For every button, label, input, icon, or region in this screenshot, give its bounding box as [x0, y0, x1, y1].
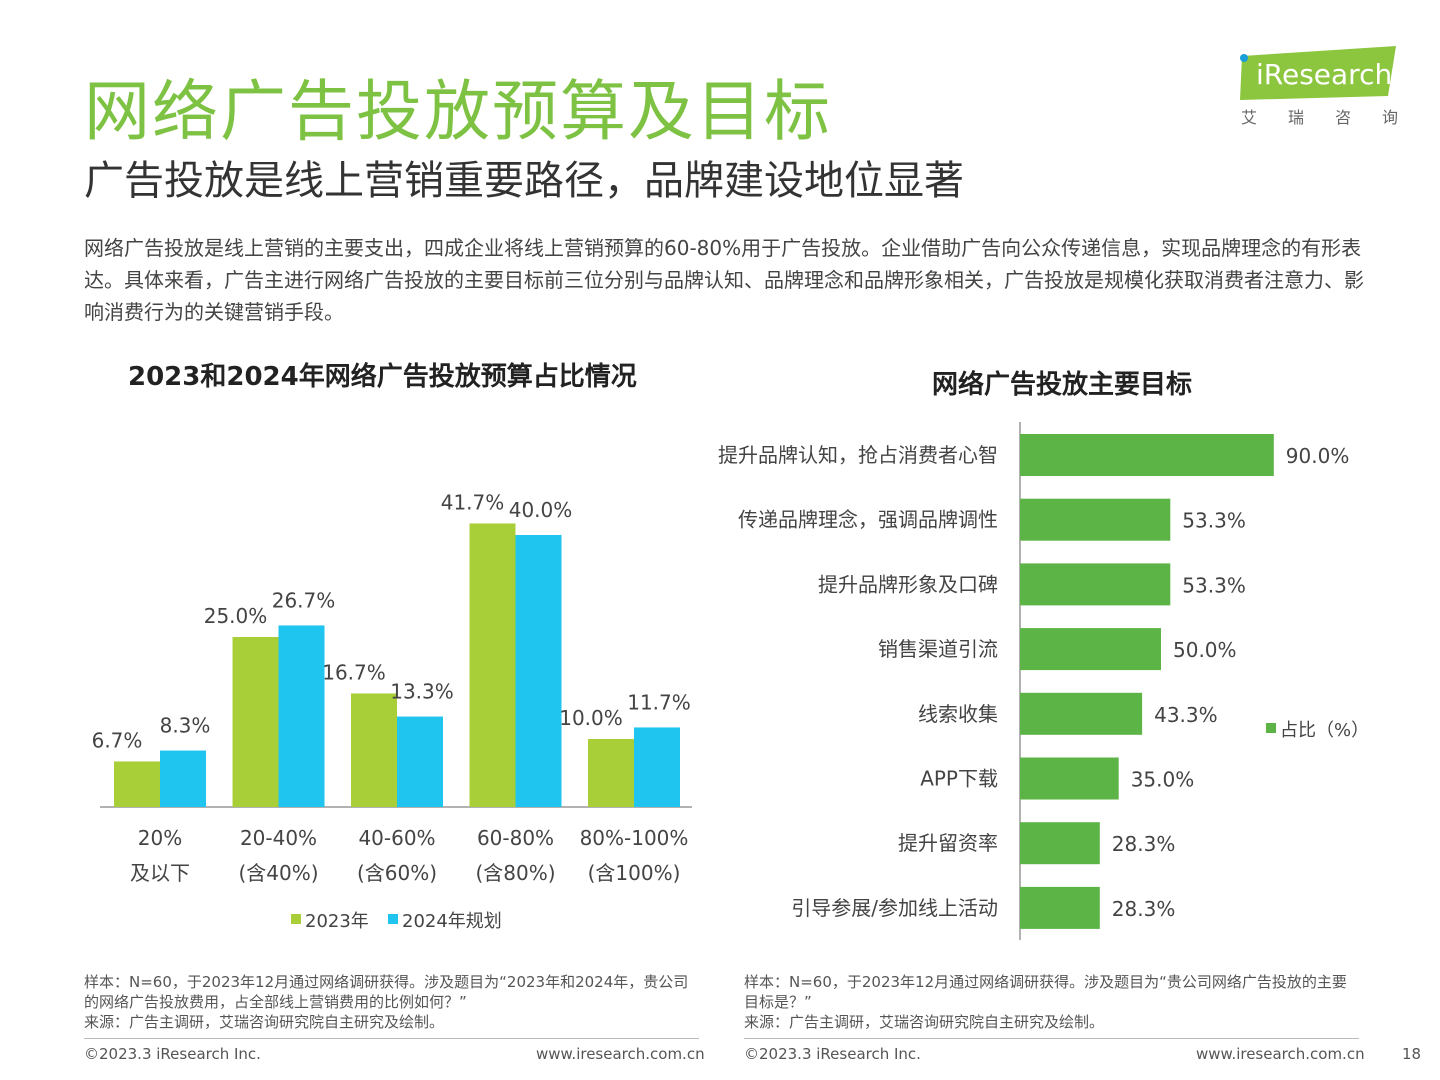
page-title: 网络广告投放预算及目标: [84, 73, 832, 150]
page-number: 18: [1402, 1045, 1422, 1063]
data-label: 53.3%: [1182, 573, 1246, 597]
logo-dot: [1240, 54, 1248, 62]
data-label: 90.0%: [1286, 444, 1350, 468]
y-tick-label: 提升品牌形象及口碑: [818, 572, 998, 596]
footer-divider: [744, 1038, 1359, 1039]
data-label: 26.7%: [272, 588, 336, 612]
bar-2023: [232, 637, 279, 807]
goals-bar-chart: 90.0% 提升品牌认知，抢占消费者心智 53.3% 传递品牌理念，强调品牌调性 53.…: [718, 422, 1369, 940]
y-tick-label: 提升留资率: [898, 831, 998, 855]
data-label: 8.3%: [160, 714, 211, 738]
data-label: 35.0%: [1131, 768, 1195, 792]
data-label: 10.0%: [559, 706, 623, 730]
right-chart-title: 网络广告投放主要目标: [932, 370, 1193, 400]
data-label: 13.3%: [390, 680, 454, 704]
data-label: 11.7%: [627, 690, 691, 714]
x-tick-label: 及以下: [130, 861, 190, 885]
left-sample-note: 样本：N=60，于2023年12月通过网络调研获得。涉及题目为“2023年和20…: [84, 973, 689, 1011]
x-tick-label: (含100%): [588, 861, 681, 885]
y-tick-label: 传递品牌理念，强调品牌调性: [738, 508, 998, 532]
bar-2023: [114, 761, 160, 807]
legend-swatch-2024: [388, 914, 398, 924]
bar-2023: [588, 739, 634, 807]
x-tick-label: (含80%): [475, 861, 555, 885]
data-label: 53.3%: [1182, 509, 1246, 533]
x-tick-label: (含60%): [357, 861, 437, 885]
goal-bar: [1020, 434, 1274, 476]
logo-char: 艾: [1241, 108, 1258, 127]
bar-2024: [397, 716, 443, 807]
bar-2023: [351, 693, 397, 807]
bar-2023: [469, 523, 516, 807]
legend-label: 2024年规划: [402, 911, 502, 932]
bar-2024: [634, 727, 680, 807]
data-label: 40.0%: [509, 498, 573, 522]
intro-paragraph: 网络广告投放是线上营销的主要支出，四成企业将线上营销预算的60-80%用于广告投…: [84, 236, 1364, 324]
logo-char: 咨: [1335, 108, 1352, 127]
right-source-note: 来源：广告主调研，艾瑞咨询研究院自主研究及绘制。: [744, 1013, 1105, 1031]
iresearch-logo: iResearch: [1240, 46, 1396, 100]
y-tick-label: APP下载: [920, 767, 998, 791]
goal-bar: [1020, 498, 1171, 541]
data-label: 16.7%: [322, 660, 386, 684]
legend-label: 占比（%）: [1280, 720, 1369, 741]
legend-swatch-2023: [291, 914, 301, 924]
x-tick-label: 60-80%: [477, 826, 554, 850]
bar-2024: [515, 535, 562, 807]
goal-bar: [1020, 628, 1161, 671]
budget-bar-chart: 6.7% 8.3% 20% 及以下 25.0%26.7% 20-40% (含40%) 16.7…: [92, 490, 692, 932]
data-label: 6.7%: [92, 728, 143, 752]
x-tick-label: 20%: [138, 826, 182, 850]
x-tick-label: 40-60%: [358, 826, 435, 850]
footer-copyright: ©2023.3 iResearch Inc.: [84, 1045, 261, 1063]
legend-swatch: [1266, 723, 1276, 733]
y-tick-label: 引导参展/参加线上活动: [791, 896, 998, 920]
data-label: 41.7%: [441, 490, 505, 514]
footer-website-link[interactable]: www.iresearch.com.cn: [1196, 1045, 1365, 1063]
bar-2024: [278, 625, 325, 807]
y-tick-label: 线索收集: [918, 702, 998, 726]
x-tick-label: 20-40%: [240, 826, 317, 850]
right-sample-note: 样本：N=60，于2023年12月通过网络调研获得。涉及题目为“贵公司网络广告投…: [744, 973, 1347, 1011]
left-chart-title: 2023和2024年网络广告投放预算占比情况: [128, 362, 637, 392]
goal-bar: [1020, 757, 1119, 800]
logo-banner: [1240, 46, 1396, 100]
logo-text: iResearch: [1256, 58, 1392, 91]
footer-copyright: ©2023.3 iResearch Inc.: [744, 1045, 921, 1063]
goal-bar: [1020, 563, 1171, 606]
goal-bar: [1020, 692, 1143, 735]
x-tick-label: 80%-100%: [580, 826, 689, 850]
footer-divider: [84, 1038, 699, 1039]
legend-label: 2023年: [305, 911, 369, 932]
page-subtitle: 广告投放是线上营销重要路径，品牌建设地位显著: [84, 158, 964, 204]
y-tick-label: 提升品牌认知，抢占消费者心智: [718, 443, 998, 467]
goal-bar: [1020, 886, 1100, 929]
data-label: 28.3%: [1112, 897, 1176, 921]
footer-website-link[interactable]: www.iresearch.com.cn: [536, 1045, 705, 1063]
goal-bar: [1020, 822, 1100, 865]
y-tick-label: 销售渠道引流: [878, 637, 998, 661]
data-label: 28.3%: [1112, 832, 1176, 856]
data-label: 50.0%: [1173, 638, 1237, 662]
bar-2024: [160, 750, 206, 807]
x-tick-label: (含40%): [238, 861, 318, 885]
logo-char: 询: [1382, 108, 1399, 127]
data-label: 43.3%: [1154, 703, 1218, 727]
data-label: 25.0%: [204, 604, 268, 628]
logo-char: 瑞: [1288, 108, 1305, 127]
left-source-note: 来源：广告主调研，艾瑞咨询研究院自主研究及绘制。: [84, 1013, 445, 1031]
